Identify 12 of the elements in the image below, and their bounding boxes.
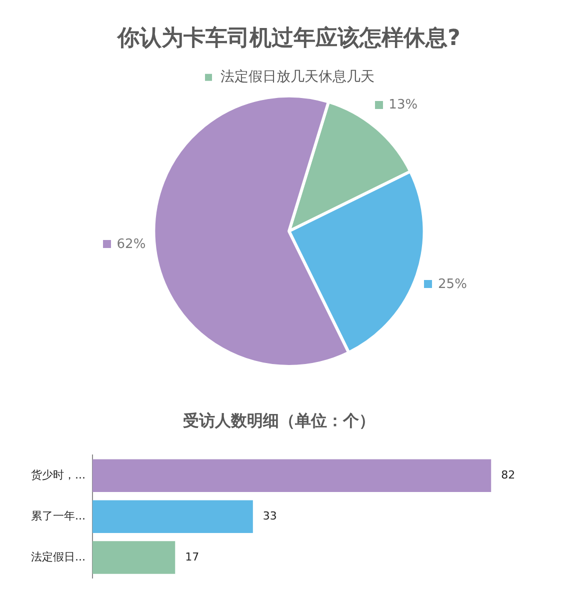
- y-tick-label: 法定假日...: [30, 550, 86, 564]
- data-label: 25%: [438, 276, 467, 292]
- data-label: 13%: [388, 98, 418, 113]
- data-label: 33: [262, 509, 277, 522]
- data-label: 62%: [116, 236, 146, 252]
- y-tick-label: 累了一年...: [30, 509, 86, 522]
- data-label: 17: [185, 550, 200, 564]
- legend-label: 法定假日放几天休息几天: [220, 69, 374, 86]
- chart-title: 你认为卡车司机过年应该怎样休息?: [116, 24, 460, 51]
- y-tick-label: 货少时，...: [30, 468, 86, 482]
- data-label: 82: [501, 468, 516, 482]
- chart-title: 受访人数明细（单位：个）: [182, 410, 375, 430]
